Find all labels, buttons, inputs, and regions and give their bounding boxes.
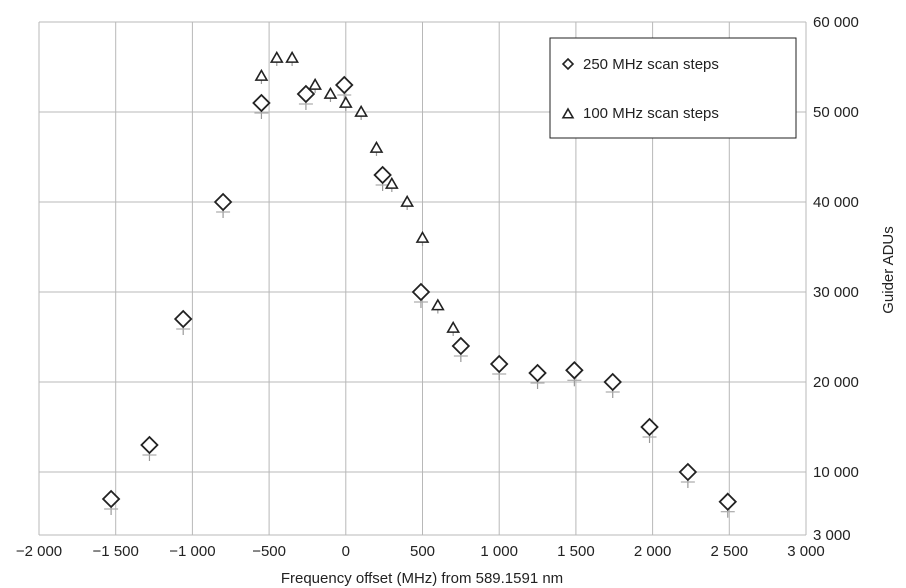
data-point-250mhz xyxy=(213,192,233,212)
data-point-250mhz xyxy=(603,372,622,392)
x-tick-label: 500 xyxy=(410,543,435,560)
data-point-100mhz xyxy=(415,230,430,243)
data-point-250mhz xyxy=(173,309,193,329)
data-point-250mhz xyxy=(565,361,584,380)
y-axis-title: Guider ADUs xyxy=(880,226,897,314)
x-tick-label: 2 500 xyxy=(711,543,749,560)
x-tick-label: 1 500 xyxy=(557,543,595,560)
y-tick-label: 60 000 xyxy=(813,14,859,31)
data-point-250mhz xyxy=(678,462,698,482)
legend-marker-diamond xyxy=(561,57,575,71)
data-point-250mhz xyxy=(640,417,659,437)
legend-label: 100 MHz scan steps xyxy=(583,105,719,122)
data-point-100mhz xyxy=(338,95,353,108)
data-point-100mhz xyxy=(308,77,322,90)
x-tick-label: 2 000 xyxy=(634,543,672,560)
x-tick-label: −1 500 xyxy=(93,543,139,560)
data-point-250mhz xyxy=(296,84,316,104)
data-point-100mhz xyxy=(384,176,399,189)
data-point-250mhz xyxy=(373,165,392,185)
legend-items: 250 MHz scan steps 100 MHz scan steps xyxy=(561,56,719,122)
data-point-250mhz xyxy=(718,492,738,511)
y-tick-label: 40 000 xyxy=(813,194,859,211)
data-point-100mhz xyxy=(269,50,284,63)
y-tick-label: 3 000 xyxy=(813,527,851,544)
data-point-100mhz xyxy=(354,104,369,117)
data-point-250mhz xyxy=(489,354,509,374)
y-tick-label: 10 000 xyxy=(813,464,859,481)
data-markers xyxy=(101,50,738,511)
y-tick-labels: 3 000 10 000 20 000 30 000 40 000 50 000 60 00… xyxy=(813,14,859,544)
data-point-250mhz xyxy=(528,363,547,383)
x-tick-label: 1 000 xyxy=(480,543,518,560)
data-point-250mhz xyxy=(334,75,354,95)
data-point-250mhz xyxy=(451,336,471,356)
data-point-250mhz xyxy=(101,489,121,509)
x-tick-label: −500 xyxy=(252,543,286,560)
y-tick-label: 50 000 xyxy=(813,104,859,121)
legend: 250 MHz scan steps 100 MHz scan steps xyxy=(549,37,797,139)
data-point-250mhz xyxy=(252,93,271,113)
x-tick-label: −2 000 xyxy=(16,543,62,560)
data-point-100mhz xyxy=(254,68,269,81)
legend-box xyxy=(549,37,797,139)
data-point-100mhz xyxy=(369,140,384,153)
x-tick-label: −1 000 xyxy=(169,543,215,560)
x-axis-title: Frequency offset (MHz) from 589.1591 nm xyxy=(281,570,563,587)
legend-label: 250 MHz scan steps xyxy=(583,56,719,73)
data-point-100mhz xyxy=(323,86,338,99)
data-point-250mhz xyxy=(411,282,431,302)
data-point-100mhz xyxy=(400,194,415,207)
x-tick-label: 3 000 xyxy=(787,543,825,560)
data-point-100mhz xyxy=(446,320,461,333)
data-point-250mhz xyxy=(140,435,159,455)
x-tick-labels: −2 000 −1 500 −1 000 −500 0 500 1 000 1 500 2 00… xyxy=(16,543,825,560)
data-point-100mhz xyxy=(430,298,445,311)
legend-marker-triangle xyxy=(561,107,575,119)
y-tick-label: 20 000 xyxy=(813,374,859,391)
x-tick-label: 0 xyxy=(342,543,350,560)
y-tick-label: 30 000 xyxy=(813,284,859,301)
data-point-100mhz xyxy=(285,50,299,63)
